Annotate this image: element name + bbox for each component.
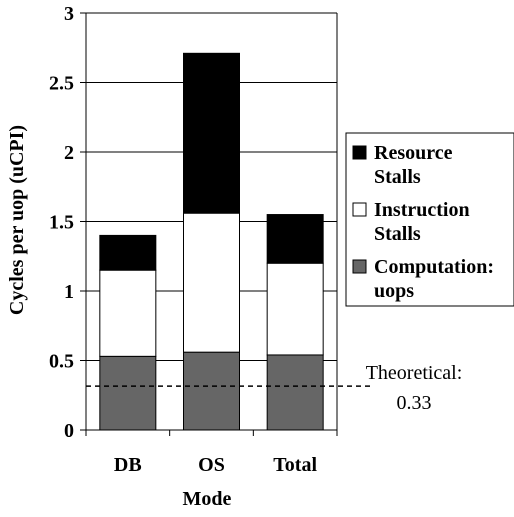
legend-label: Stalls [374,166,421,188]
y-tick-label: 0 [64,420,74,442]
legend-label: uops [374,280,414,302]
legend: ResourceStallsInstructionStallsComputati… [345,132,514,307]
y-tick-label: 3 [64,3,74,25]
y-tick-label: 0.5 [49,351,74,373]
y-tick-label: 1.5 [49,212,74,234]
legend-label: Computation: [374,256,494,278]
bar-segment-instruction-stalls-db [99,269,157,357]
bar-segment-resource-stalls-db [99,234,157,271]
bar-segment-resource-stalls-total [266,214,324,264]
y-tick-label: 2.5 [49,73,74,95]
reference-line-annotation: Theoretical: 0.33 [86,362,462,414]
reference-line-label: Theoretical: [366,362,463,384]
legend-box [345,132,514,307]
legend-swatch [352,202,367,217]
plot-area: 0 0.5 1 1.5 2 2.5 3 DB OS Total [49,3,338,476]
x-axis-title: Mode [183,488,232,510]
legend-label: Resource [374,142,453,164]
y-tick-label: 2 [64,142,74,164]
y-axis-title: Cycles per uop (uCPI) [6,125,28,315]
x-category-label: OS [198,454,225,476]
legend-label: Instruction [374,199,470,221]
y-tick-label: 1 [64,281,74,303]
x-category-label: DB [114,454,142,476]
bar-segment-resource-stalls-os [183,52,240,214]
bar-segment-instruction-stalls-os [183,212,240,353]
bar-segment-instruction-stalls-total [266,262,324,356]
bar-segment-computation-uops-db [99,355,157,431]
legend-swatch [352,145,367,160]
reference-line-label: 0.33 [397,392,432,414]
bar-segment-computation-uops-total [266,354,324,431]
x-category-label: Total [273,454,317,476]
bar-segment-computation-uops-os [183,351,240,431]
legend-swatch [352,259,367,274]
legend-label: Stalls [374,223,421,245]
